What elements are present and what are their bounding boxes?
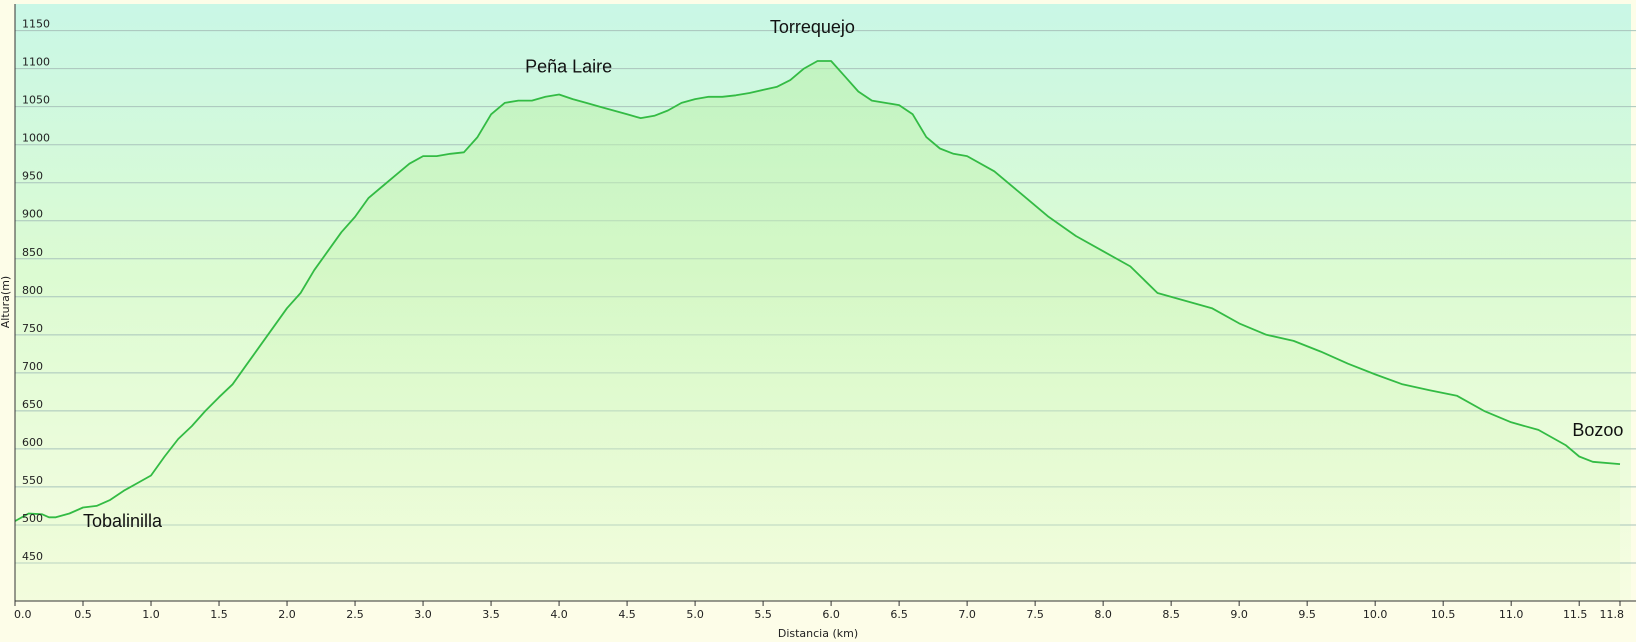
y-tick-label: 1000 bbox=[22, 132, 50, 145]
series-line bbox=[14, 60, 1621, 522]
annotation-label: Bozoo bbox=[1572, 420, 1623, 440]
y-tick-label: 900 bbox=[22, 208, 43, 221]
y-tick-labels: 450 500 550 600 650 700 750 800 850 900 950 1000 105… bbox=[22, 18, 50, 563]
x-tick-label: 8.0 bbox=[1094, 608, 1112, 621]
x-tick-label: 11.8 bbox=[1600, 608, 1625, 621]
y-tick-label: 700 bbox=[22, 360, 43, 373]
y-tick-label: 750 bbox=[22, 322, 43, 335]
y-axis-title: Altura(m) bbox=[0, 276, 12, 328]
annotation-label: Torrequejo bbox=[770, 17, 855, 37]
annotation-label: Peña Laire bbox=[525, 56, 612, 76]
x-tick-label: 3.5 bbox=[482, 608, 500, 621]
x-tick-label: 1.5 bbox=[210, 608, 228, 621]
x-tick-label: 10.0 bbox=[1363, 608, 1388, 621]
x-tick-label: 9.0 bbox=[1230, 608, 1248, 621]
x-tick-label: 5.5 bbox=[754, 608, 772, 621]
x-tick-label: 4.5 bbox=[618, 608, 636, 621]
annotations: Tobalinilla Peña Laire Torrequejo Bozoo bbox=[83, 17, 1623, 531]
x-tick-label: 3.0 bbox=[414, 608, 432, 621]
x-tick-label: 5.0 bbox=[686, 608, 704, 621]
x-tick-label: 7.5 bbox=[1026, 608, 1044, 621]
x-tick-label: 4.0 bbox=[550, 608, 568, 621]
y-tick-label: 800 bbox=[22, 284, 43, 297]
y-tick-label: 500 bbox=[22, 512, 43, 525]
x-axis-title: Distancia (km) bbox=[778, 627, 858, 640]
elevation-area bbox=[15, 61, 1620, 601]
x-tick-label: 2.0 bbox=[278, 608, 296, 621]
axes bbox=[14, 4, 1636, 602]
x-tick-label: 0.0 bbox=[14, 608, 32, 621]
x-tick-label: 11.0 bbox=[1499, 608, 1524, 621]
annotation-label: Tobalinilla bbox=[83, 511, 163, 531]
y-tick-label: 850 bbox=[22, 246, 43, 259]
x-tick-label: 9.5 bbox=[1298, 608, 1316, 621]
x-tick-label: 0.5 bbox=[74, 608, 92, 621]
y-tick-label: 1050 bbox=[22, 94, 50, 107]
x-tick-label: 2.5 bbox=[346, 608, 364, 621]
y-tick-label: 450 bbox=[22, 550, 43, 563]
x-tick-label: 1.0 bbox=[142, 608, 160, 621]
y-tick-label: 550 bbox=[22, 474, 43, 487]
y-tick-label: 1100 bbox=[22, 56, 50, 69]
elevation-line bbox=[14, 60, 1621, 522]
x-tick-label: 11.5 bbox=[1563, 608, 1588, 621]
x-tick-label: 8.5 bbox=[1162, 608, 1180, 621]
x-tick-label: 10.5 bbox=[1431, 608, 1456, 621]
y-tick-label: 650 bbox=[22, 398, 43, 411]
x-tick-label: 6.5 bbox=[890, 608, 908, 621]
x-tick-label: 6.0 bbox=[822, 608, 840, 621]
y-tick-label: 1150 bbox=[22, 18, 50, 31]
y-tick-label: 600 bbox=[22, 436, 43, 449]
area-fill bbox=[15, 61, 1620, 601]
x-tick-label: 7.0 bbox=[958, 608, 976, 621]
y-tick-label: 950 bbox=[22, 170, 43, 183]
x-tick-labels: 0.0 0.5 1.0 1.5 2.0 2.5 3.0 3.5 4.0 4.5 5.0 5.5 6.0 6… bbox=[14, 601, 1624, 621]
